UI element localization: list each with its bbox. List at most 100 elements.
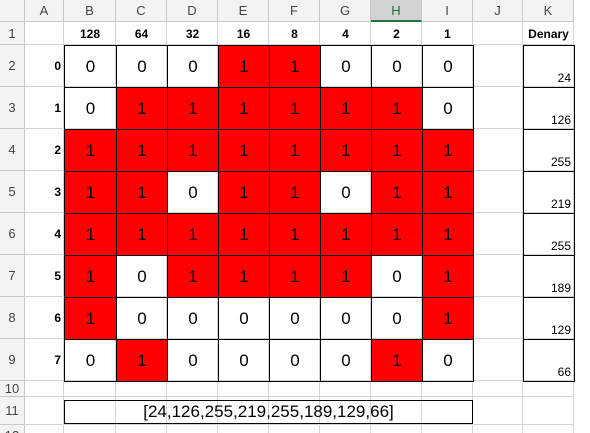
cell (523, 213, 574, 255)
cell (371, 381, 422, 397)
cell (218, 381, 269, 397)
bit-cell: 1 (320, 129, 372, 172)
cell (523, 45, 574, 87)
row-label: 5 (54, 269, 61, 283)
bit-cell: 1 (320, 255, 372, 298)
bit-cell: 1 (116, 87, 168, 130)
row-label: 3 (54, 185, 61, 199)
cell (218, 339, 269, 381)
bit-cell: 0 (218, 297, 270, 340)
bit-cell: 1 (218, 45, 270, 88)
cell (167, 22, 218, 45)
cell (116, 22, 167, 45)
bit-cell: 1 (269, 255, 321, 298)
cell (523, 339, 574, 381)
cell (167, 339, 218, 381)
bit-cell: 1 (422, 171, 474, 214)
cell (167, 171, 218, 213)
cell (320, 45, 371, 87)
column-header: H (371, 0, 422, 22)
column-header: A (25, 0, 64, 22)
cell (523, 129, 574, 171)
cell (320, 171, 371, 213)
cell (422, 425, 473, 433)
cell (218, 397, 269, 425)
bit-cell: 0 (422, 45, 474, 88)
cell (371, 22, 422, 45)
bit-cell: 1 (320, 213, 372, 256)
bit-cell: 0 (422, 339, 474, 382)
denary-cell: 24 (523, 45, 575, 88)
cell (269, 339, 320, 381)
bit-cell: 1 (218, 171, 270, 214)
bit-cell: 1 (371, 87, 423, 130)
bit-cell: 1 (371, 129, 423, 172)
cell (116, 255, 167, 297)
bit-cell: 0 (64, 87, 117, 130)
cell (320, 22, 371, 45)
denary-cell: 255 (523, 129, 575, 172)
denary-cell: 189 (523, 255, 575, 298)
bit-cell: 0 (64, 45, 117, 88)
cell (64, 22, 116, 45)
bit-cell: 1 (422, 129, 474, 172)
row-header: 7 (0, 255, 25, 297)
cell (25, 171, 64, 213)
denary-header: Denary (528, 26, 569, 41)
bit-cell: 1 (371, 171, 423, 214)
cell (371, 397, 422, 425)
cell (167, 425, 218, 433)
denary-cell: 219 (523, 171, 575, 214)
cell (422, 22, 473, 45)
bit-cell: 1 (218, 255, 270, 298)
row-header: 1 (0, 22, 25, 45)
cell (371, 297, 422, 339)
bit-cell: 0 (320, 297, 372, 340)
bit-cell: 1 (167, 87, 219, 130)
denary-cell: 126 (523, 87, 575, 130)
cell (25, 381, 64, 397)
cell (320, 425, 371, 433)
bit-cell: 1 (116, 171, 168, 214)
cell (473, 425, 523, 433)
cell (473, 45, 523, 87)
cell (269, 425, 320, 433)
row-label: 6 (54, 311, 61, 325)
cell (269, 381, 320, 397)
denary-cell: 255 (523, 213, 575, 256)
column-header: D (167, 0, 218, 22)
cell (523, 87, 574, 129)
row-label: 7 (54, 353, 61, 367)
bit-cell: 1 (422, 213, 474, 256)
bit-cell: 0 (371, 255, 423, 298)
bit-cell: 0 (167, 297, 219, 340)
bit-cell: 1 (167, 129, 219, 172)
column-header: G (320, 0, 371, 22)
cell (473, 397, 523, 425)
cell (64, 425, 116, 433)
bit-cell: 1 (218, 87, 270, 130)
bit-cell: 1 (218, 213, 270, 256)
row-label: 2 (54, 143, 61, 157)
cell (64, 87, 116, 129)
cell (269, 297, 320, 339)
row-header: 5 (0, 171, 25, 213)
bit-cell: 0 (371, 45, 423, 88)
cell (523, 297, 574, 339)
cell (523, 397, 574, 425)
row-label: 0 (54, 59, 61, 73)
cell (218, 425, 269, 433)
cell (25, 87, 64, 129)
bit-cell: 0 (116, 45, 168, 88)
cell (64, 381, 116, 397)
bit-cell: 0 (269, 339, 321, 382)
cell (523, 171, 574, 213)
row-header: 12 (0, 425, 25, 433)
bit-cell: 1 (116, 213, 168, 256)
cell (371, 425, 422, 433)
place-value: 1 (444, 26, 451, 41)
denary-cell: 129 (523, 297, 575, 340)
column-header: C (116, 0, 167, 22)
row-label: 4 (54, 227, 61, 241)
